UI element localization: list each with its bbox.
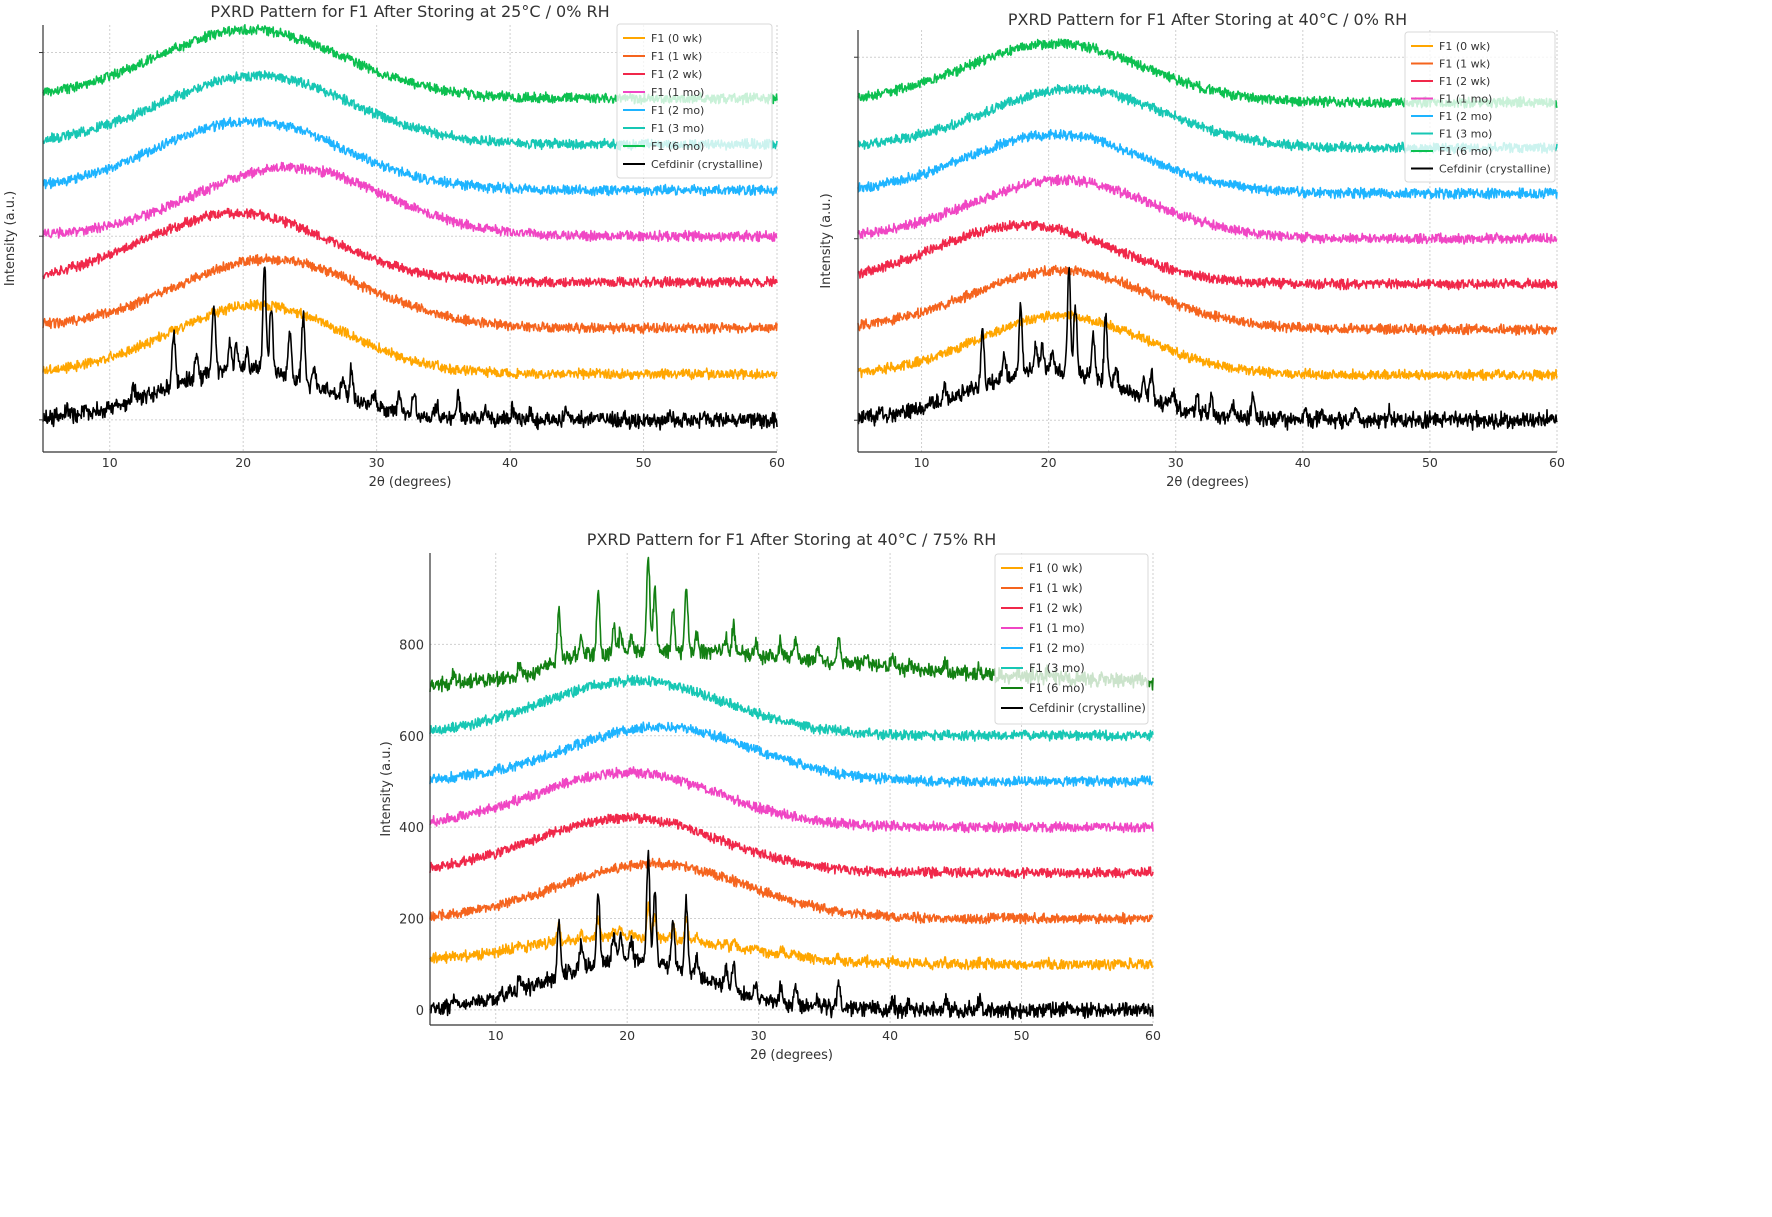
y-tick-label: 600 <box>399 730 424 745</box>
legend-box <box>994 553 1149 725</box>
series-line <box>429 721 1154 788</box>
x-tick-label: 10 <box>488 1028 504 1043</box>
legend-label: F1 (3 mo) <box>651 122 704 135</box>
x-tick-label: 20 <box>619 1028 635 1043</box>
x-axis-label: 2θ (degrees) <box>1166 475 1249 490</box>
legend-label: F1 (6 mo) <box>1029 681 1085 695</box>
series-line <box>429 674 1154 742</box>
x-tick-label: 30 <box>1168 455 1184 470</box>
chart-svg: 10 20 30 40 50 60 PXRD Pattern for F1 After St… <box>819 10 1565 490</box>
x-tick-label: 40 <box>502 455 518 470</box>
y-axis-label: Intensity (a.u.) <box>819 193 834 288</box>
series-line <box>42 266 778 431</box>
legend-label: F1 (6 mo) <box>1439 145 1492 158</box>
chart-title: PXRD Pattern for F1 After Storing at 40°… <box>587 530 997 549</box>
y-tick-label: 0 <box>416 1004 424 1019</box>
legend-label: F1 (0 wk) <box>1029 561 1083 575</box>
pxrd-chart-40c-0rh: 10 20 30 40 50 60 PXRD Pattern for F1 After St… <box>810 0 1772 495</box>
x-tick-label: 10 <box>914 455 930 470</box>
legend: F1 (0 wk) F1 (1 wk) F1 (2 wk) F1 (1 mo) F1 (… <box>616 23 773 179</box>
legend-label: F1 (2 mo) <box>1439 110 1492 123</box>
x-tick-label: 10 <box>102 455 118 470</box>
legend-label: F1 (1 wk) <box>1439 58 1490 71</box>
series-line <box>429 766 1154 834</box>
chart-svg: 10 20 30 40 50 60 PXRD Pattern for F1 After St… <box>3 2 785 490</box>
legend-label: F1 (0 wk) <box>651 32 702 45</box>
legend-label: F1 (1 wk) <box>651 50 702 63</box>
series-line <box>429 857 1154 925</box>
series-line <box>857 220 1558 291</box>
series-line <box>429 812 1154 880</box>
series-line <box>857 264 1558 337</box>
y-axis-label: Intensity (a.u.) <box>379 741 394 836</box>
legend-label: F1 (2 wk) <box>651 68 702 81</box>
pxrd-chart-25c-0rh: 10 20 30 40 50 60 PXRD Pattern for F1 After St… <box>0 0 790 495</box>
x-tick-label: 50 <box>1014 1028 1030 1043</box>
legend-box <box>1404 31 1556 183</box>
legend-label: F1 (2 wk) <box>1439 75 1490 88</box>
series-line <box>429 901 1154 972</box>
series-line <box>857 174 1558 245</box>
legend: F1 (0 wk) F1 (1 wk) F1 (2 wk) F1 (1 mo) F1 (… <box>994 553 1149 725</box>
series-line <box>42 161 778 243</box>
series-line <box>857 266 1558 431</box>
legend-label: Cefdinir (crystalline) <box>1029 701 1146 715</box>
legend-label: F1 (6 mo) <box>651 140 704 153</box>
legend-label: F1 (1 mo) <box>651 86 704 99</box>
x-tick-label: 50 <box>1422 455 1438 470</box>
y-tick-label: 800 <box>399 638 424 653</box>
x-tick-label: 40 <box>882 1028 898 1043</box>
legend-label: F1 (1 mo) <box>1029 621 1085 635</box>
x-tick-label: 60 <box>1145 1028 1161 1043</box>
legend-box <box>616 23 773 179</box>
chart-title: PXRD Pattern for F1 After Storing at 25°… <box>210 2 609 21</box>
legend-label: F1 (1 mo) <box>1439 93 1492 106</box>
pxrd-chart-40c-75rh: 10 20 30 40 50 60 0 200 400 600 800 PXRD Pattern fo… <box>370 520 1170 1213</box>
series-line <box>42 116 778 197</box>
series-line <box>857 310 1558 382</box>
legend-label: F1 (2 wk) <box>1029 601 1083 615</box>
series-line <box>857 128 1558 200</box>
series-line <box>42 207 778 289</box>
x-tick-label: 60 <box>769 455 785 470</box>
x-tick-label: 20 <box>1041 455 1057 470</box>
legend: F1 (0 wk) F1 (1 wk) F1 (2 wk) F1 (1 mo) F1 (… <box>1404 31 1556 183</box>
x-tick-label: 30 <box>751 1028 767 1043</box>
x-axis-label: 2θ (degrees) <box>750 1048 833 1063</box>
x-tick-label: 50 <box>636 455 652 470</box>
legend-label: F1 (2 mo) <box>651 104 704 117</box>
y-axis-label: Intensity (a.u.) <box>3 191 18 286</box>
legend-label: F1 (3 mo) <box>1029 661 1085 675</box>
legend-label: Cefdinir (crystalline) <box>651 158 763 171</box>
series-line <box>429 849 1154 1020</box>
x-tick-label: 40 <box>1295 455 1311 470</box>
legend-label: F1 (1 wk) <box>1029 581 1083 595</box>
x-tick-label: 20 <box>235 455 251 470</box>
chart-title: PXRD Pattern for F1 After Storing at 40°… <box>1008 10 1407 29</box>
x-tick-label: 30 <box>369 455 385 470</box>
series-line <box>42 253 778 335</box>
series-line <box>42 299 778 381</box>
legend-label: F1 (2 mo) <box>1029 641 1085 655</box>
x-axis-label: 2θ (degrees) <box>369 475 452 490</box>
legend-label: Cefdinir (crystalline) <box>1439 163 1551 176</box>
y-tick-label: 200 <box>399 913 424 928</box>
legend-label: F1 (0 wk) <box>1439 40 1490 53</box>
y-tick-label: 400 <box>399 821 424 836</box>
legend-label: F1 (3 mo) <box>1439 128 1492 141</box>
x-tick-label: 60 <box>1549 455 1565 470</box>
